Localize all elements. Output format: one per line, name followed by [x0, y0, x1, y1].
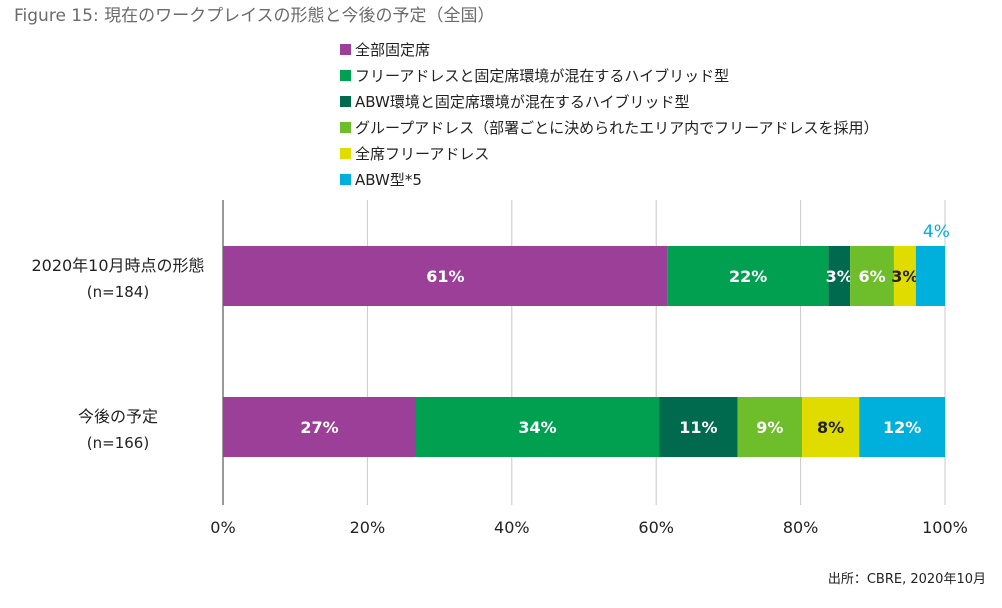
bar-segment	[850, 246, 894, 306]
data-label: 22%	[729, 267, 767, 286]
legend-label: ABW環境と固定席環境が混在するハイブリッド型	[355, 92, 690, 111]
legend-swatch	[340, 147, 351, 159]
legend-item: フリーアドレスと固定席環境が混在するハイブリッド型	[340, 62, 879, 88]
legend-label: グループアドレス（部署ごとに決められたエリア内でフリーアドレスを採用）	[355, 118, 879, 137]
legend-label: 全部固定席	[355, 40, 431, 59]
bar-segment	[893, 246, 916, 306]
x-tick-label: 100%	[922, 518, 968, 537]
source-note: 出所：CBRE, 2020年10月	[827, 572, 986, 587]
bar-segment	[659, 397, 738, 457]
data-label: 27%	[300, 418, 338, 437]
bar-segment	[859, 397, 945, 457]
data-label: 61%	[426, 267, 464, 286]
legend-swatch	[340, 43, 351, 55]
x-tick-label: 40%	[494, 518, 530, 537]
legend-item: グループアドレス（部署ごとに決められたエリア内でフリーアドレスを採用）	[340, 114, 879, 140]
legend-label: フリーアドレスと固定席環境が混在するハイブリッド型	[355, 66, 730, 85]
data-label: 12%	[883, 418, 921, 437]
bar-segment	[828, 246, 851, 306]
legend-swatch	[340, 95, 351, 107]
category-label: 2020年10月時点の形態	[31, 256, 204, 275]
legend-item: ABW型*5	[340, 166, 879, 192]
data-label: 6%	[858, 267, 885, 286]
data-label: 11%	[679, 418, 717, 437]
category-label: 今後の予定	[78, 407, 158, 426]
bar-segment	[737, 397, 803, 457]
x-tick-label: 80%	[783, 518, 819, 537]
category-n-label: (n=184)	[87, 283, 149, 301]
bar-segment	[915, 246, 945, 306]
bar-segment	[223, 246, 668, 306]
legend-swatch	[340, 69, 351, 81]
data-label: 3%	[891, 267, 918, 286]
legend-item: 全部固定席	[340, 36, 879, 62]
bar-segment	[802, 397, 860, 457]
x-tick-label: 0%	[210, 518, 235, 537]
data-label: 3%	[826, 267, 853, 286]
x-tick-label: 60%	[638, 518, 674, 537]
data-label: 9%	[756, 418, 783, 437]
figure-title: Figure 15: 現在のワークプレイスの形態と今後の予定（全国）	[14, 6, 495, 26]
data-label: 34%	[518, 418, 556, 437]
bar-segment	[223, 397, 417, 457]
bar-segment	[667, 246, 829, 306]
x-tick-label: 20%	[350, 518, 386, 537]
legend: 全部固定席フリーアドレスと固定席環境が混在するハイブリッド型 ABW環境と固定席環…	[340, 36, 879, 192]
legend-label: 全席フリーアドレス	[355, 144, 490, 163]
bar-segment	[416, 397, 660, 457]
legend-swatch	[340, 173, 351, 185]
category-n-label: (n=166)	[87, 434, 149, 452]
legend-item: ABW環境と固定席環境が混在するハイブリッド型	[340, 88, 879, 114]
data-label: 4%	[923, 222, 950, 242]
legend-item: 全席フリーアドレス	[340, 140, 879, 166]
data-label: 8%	[817, 418, 844, 437]
legend-label: ABW型*5	[355, 170, 422, 189]
legend-swatch	[340, 121, 351, 133]
